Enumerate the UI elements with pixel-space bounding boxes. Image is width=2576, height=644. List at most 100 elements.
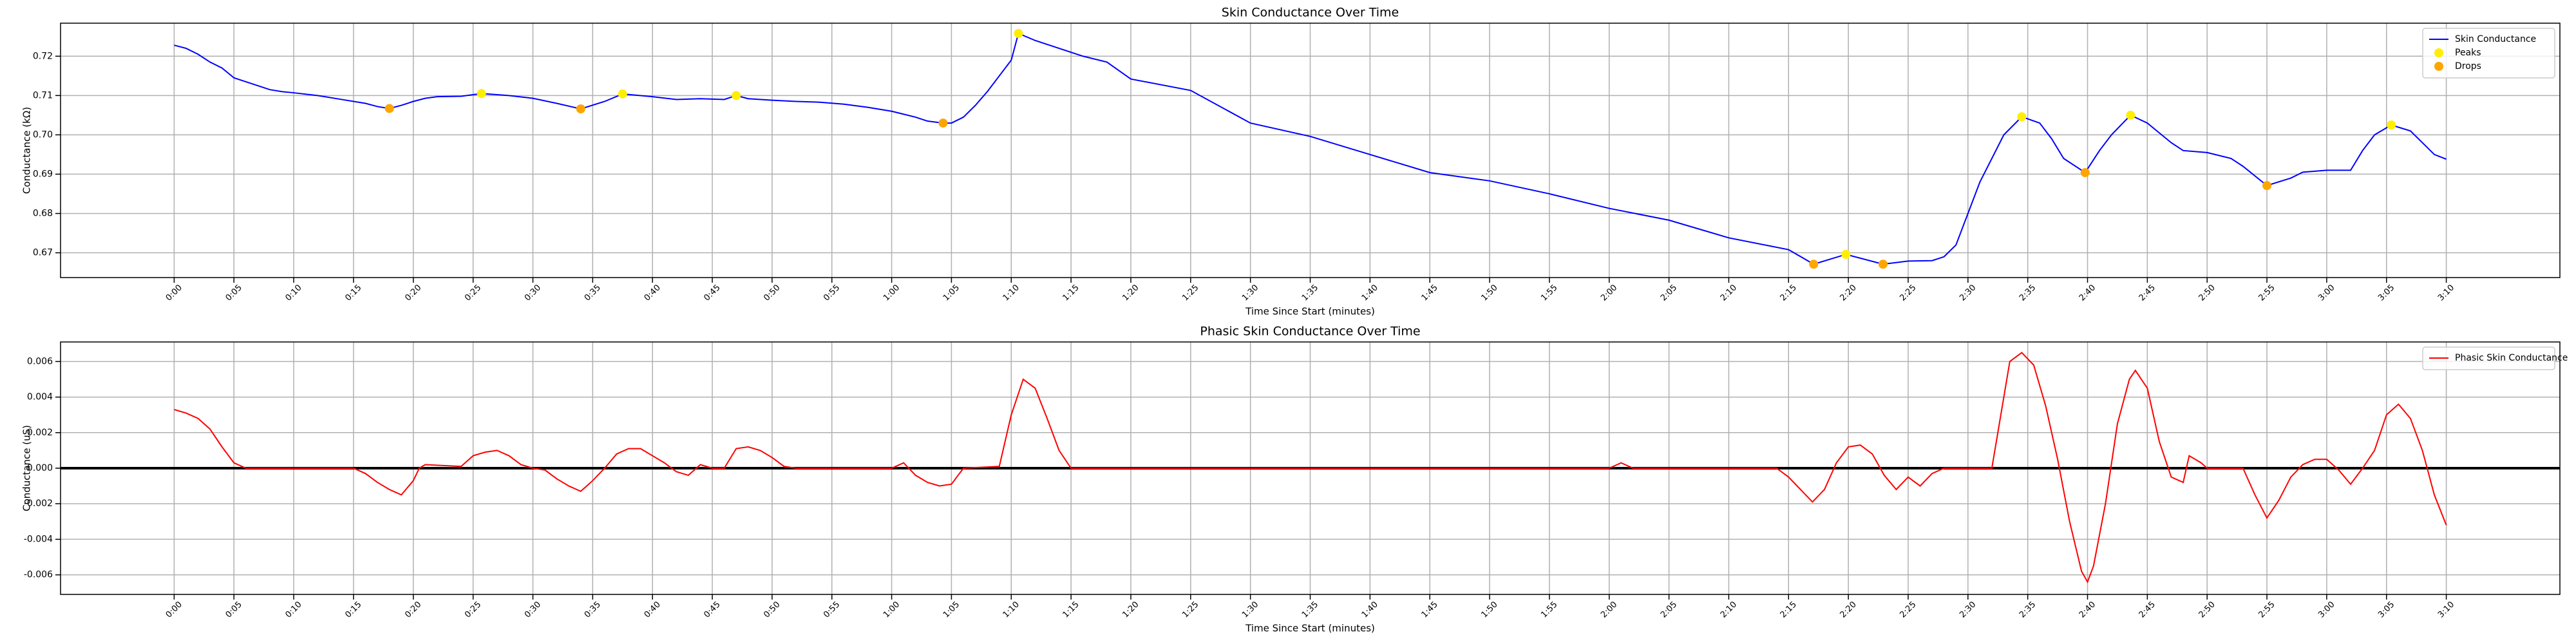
x-tick-label: 0:45	[702, 600, 722, 620]
legend-label: Skin Conductance	[2455, 34, 2536, 44]
x-tick-label: 1:10	[1001, 600, 1021, 620]
x-tick-label: 1:55	[1539, 600, 1559, 620]
y-tick-label: 0.72	[33, 51, 53, 61]
x-tick-label: 2:25	[1898, 600, 1918, 620]
x-tick-label: 0:30	[523, 283, 543, 303]
x-tick-label: 0:10	[283, 600, 303, 620]
x-tick-label: 1:35	[1300, 283, 1320, 303]
legend-box	[2422, 28, 2555, 79]
data-line	[174, 352, 2447, 584]
x-tick-label: 0:35	[583, 600, 603, 620]
x-tick-label: 2:40	[2078, 600, 2098, 620]
x-tick-label: 0:05	[224, 283, 244, 303]
x-tick-label: 3:00	[2316, 600, 2336, 620]
x-tick-label: 0:40	[643, 600, 663, 620]
x-tick-label: 2:05	[1659, 600, 1679, 620]
x-tick-label: 0:00	[164, 283, 184, 303]
x-tick-label: 3:10	[2436, 600, 2456, 620]
x-tick-label: 2:30	[1958, 600, 1978, 620]
y-tick-label: 0.71	[33, 90, 53, 100]
x-tick-label: 2:00	[1599, 600, 1619, 620]
chart-title: Phasic Skin Conductance Over Time	[1200, 325, 1420, 339]
x-tick-label: 0:20	[403, 600, 423, 620]
x-tick-label: 3:05	[2376, 600, 2396, 620]
data-point	[2262, 181, 2272, 191]
x-tick-label: 0:55	[822, 283, 842, 303]
x-tick-label: 2:55	[2257, 283, 2277, 303]
x-tick-label: 0:10	[283, 283, 303, 303]
x-tick-label: 1:15	[1061, 283, 1081, 303]
legend-label: Peaks	[2455, 48, 2481, 58]
x-tick-label: 2:35	[2018, 283, 2038, 303]
x-tick-label: 0:35	[583, 283, 603, 303]
x-tick-label: 0:50	[762, 600, 782, 620]
data-line	[174, 32, 2447, 265]
x-tick-label: 2:55	[2257, 600, 2277, 620]
x-tick-label: 1:00	[882, 283, 902, 303]
x-tick-label: 2:10	[1719, 283, 1739, 303]
data-point	[618, 89, 627, 99]
data-point	[477, 89, 486, 99]
x-tick-label: 2:15	[1779, 600, 1799, 620]
x-tick-label: 1:40	[1360, 283, 1380, 303]
x-tick-label: 0:00	[164, 600, 184, 620]
legend-swatch	[2434, 48, 2443, 57]
y-axis-label: Conductance (uS)	[21, 425, 33, 511]
y-tick-label: 0.68	[33, 208, 53, 218]
x-tick-label: 1:55	[1539, 283, 1559, 303]
x-tick-label: 1:35	[1300, 600, 1320, 620]
data-point	[732, 91, 741, 100]
x-tick-label: 2:45	[2137, 283, 2157, 303]
x-tick-label: 2:10	[1719, 600, 1739, 620]
x-tick-label: 2:50	[2197, 283, 2217, 303]
x-tick-label: 1:25	[1180, 600, 1200, 620]
data-point	[1878, 260, 1888, 269]
legend-box	[2422, 346, 2555, 370]
chart-title: Skin Conductance Over Time	[1222, 6, 1399, 20]
x-tick-label: 2:00	[1599, 283, 1619, 303]
data-point	[384, 104, 394, 113]
legend-label: Drops	[2455, 61, 2481, 71]
y-tick-label: 0.004	[27, 392, 53, 402]
x-tick-label: 2:20	[1838, 600, 1858, 620]
x-tick-label: 1:25	[1180, 283, 1200, 303]
data-point	[938, 118, 948, 128]
x-tick-label: 2:30	[1958, 283, 1978, 303]
x-tick-label: 1:20	[1121, 600, 1141, 620]
x-tick-label: 2:05	[1659, 283, 1679, 303]
x-tick-label: 1:45	[1420, 283, 1440, 303]
x-tick-label: 1:10	[1001, 283, 1021, 303]
x-tick-label: 2:35	[2018, 600, 2038, 620]
x-tick-label: 3:05	[2376, 283, 2396, 303]
data-point	[1809, 260, 1819, 269]
data-point	[2080, 167, 2090, 177]
x-tick-label: 3:10	[2436, 283, 2456, 303]
y-tick-label: 0.67	[33, 248, 53, 258]
axes-frame	[60, 23, 2561, 278]
x-tick-label: 0:15	[343, 600, 363, 620]
x-axis-label: Time Since Start (minutes)	[1245, 306, 1375, 317]
y-tick-label: -0.004	[24, 534, 53, 544]
x-tick-label: 2:15	[1779, 283, 1799, 303]
y-tick-label: 0.002	[27, 428, 53, 438]
data-point	[2387, 120, 2396, 130]
x-tick-label: 1:30	[1240, 600, 1260, 620]
data-point	[1841, 249, 1851, 259]
y-tick-label: -0.006	[24, 570, 53, 580]
x-tick-label: 2:20	[1838, 283, 1858, 303]
x-axis-label: Time Since Start (minutes)	[1245, 623, 1375, 634]
x-tick-label: 0:25	[463, 600, 483, 620]
x-tick-label: 0:20	[403, 283, 423, 303]
x-tick-label: 0:15	[343, 283, 363, 303]
x-tick-label: 1:00	[882, 600, 902, 620]
x-tick-label: 1:15	[1061, 600, 1081, 620]
y-tick-label: 0.006	[27, 356, 53, 366]
legend-swatch	[2434, 62, 2443, 71]
x-tick-label: 0:45	[702, 283, 722, 303]
x-tick-label: 0:25	[463, 283, 483, 303]
x-tick-label: 1:40	[1360, 600, 1380, 620]
x-tick-label: 0:05	[224, 600, 244, 620]
data-point	[2126, 110, 2136, 120]
x-tick-label: 1:50	[1479, 600, 1499, 620]
